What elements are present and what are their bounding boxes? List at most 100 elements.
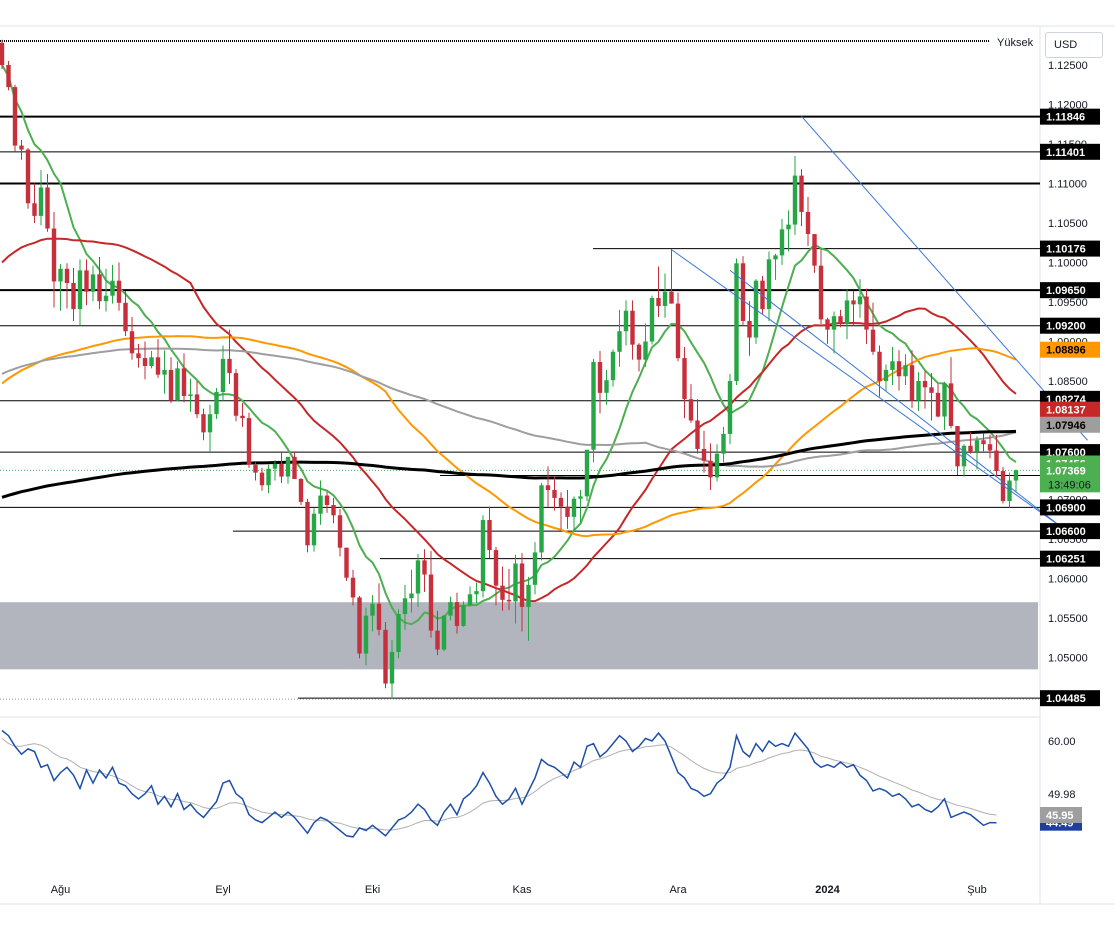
candle	[175, 361, 180, 402]
candle-body	[792, 175, 798, 225]
price-tick-label: 1.10000	[1048, 258, 1088, 270]
candle-body	[0, 42, 5, 65]
candle	[84, 259, 89, 306]
level-label-text: 1.09200	[1046, 321, 1086, 333]
candle	[539, 482, 544, 561]
level-price-label: 1.06251	[1040, 550, 1100, 567]
candle	[708, 443, 713, 491]
price-tick-label: 1.11000	[1048, 179, 1087, 191]
candle	[519, 553, 525, 632]
candle-body	[38, 187, 44, 216]
candle	[32, 183, 37, 223]
candle	[610, 349, 616, 387]
level-label-box	[1040, 282, 1100, 299]
time-tick-label: Şub	[967, 884, 987, 896]
moving-average-200	[1, 429, 1017, 499]
candle	[695, 399, 700, 454]
candle	[155, 339, 161, 378]
candle	[6, 61, 11, 91]
candle-body	[435, 630, 440, 650]
candle	[571, 496, 577, 532]
level-label-text: 1.11846	[1046, 112, 1085, 124]
trend-channel-line[interactable]	[671, 249, 1062, 528]
candle	[812, 234, 817, 273]
candle	[474, 582, 479, 603]
trend-channel-line[interactable]	[729, 270, 1062, 528]
candle-body	[396, 614, 401, 652]
time-tick-label: Eki	[365, 884, 380, 896]
candle-body	[526, 584, 531, 607]
candle	[480, 515, 486, 598]
candle	[831, 311, 837, 354]
price-tick-label: 1.09500	[1048, 297, 1088, 309]
price-tick-label: 1.10500	[1048, 218, 1088, 230]
candle	[220, 345, 226, 401]
candle	[0, 39, 5, 69]
candle-body	[649, 298, 655, 342]
candle-body	[422, 560, 427, 575]
candle	[942, 381, 947, 430]
candle-body	[110, 280, 115, 296]
candle-body	[688, 399, 694, 421]
candle	[981, 433, 986, 452]
candle-body	[994, 450, 999, 472]
trend-channel-line[interactable]	[801, 116, 1088, 441]
ma-label-box	[1040, 341, 1100, 358]
candle	[734, 258, 739, 385]
candle	[324, 491, 330, 513]
candle-body	[552, 490, 557, 498]
candle-body	[779, 229, 785, 256]
time-tick-label: Ağu	[51, 884, 71, 896]
candle-body	[32, 203, 37, 216]
candle-body	[240, 415, 245, 419]
candle	[389, 640, 395, 699]
candle	[58, 264, 63, 311]
currency-selector[interactable]: USD	[1045, 32, 1103, 58]
moving-average-100	[1, 347, 1017, 468]
candle-body	[84, 270, 89, 292]
candle	[740, 256, 746, 325]
candle	[38, 170, 44, 226]
candle-body	[838, 316, 843, 325]
candle-body	[344, 547, 349, 578]
time-tick-label: Eyl	[215, 884, 230, 896]
candle	[643, 323, 648, 367]
candle-body	[220, 358, 226, 393]
candle	[851, 290, 856, 325]
candle-body	[974, 440, 980, 452]
candle	[662, 273, 668, 318]
high-label: Yüksek	[994, 37, 1037, 49]
level-label-text: 1.06600	[1046, 526, 1086, 538]
candle	[123, 290, 128, 336]
candle	[552, 476, 557, 511]
candle	[591, 358, 596, 463]
candle	[532, 542, 538, 595]
time-tick-label: 2024	[815, 884, 840, 896]
candle-body	[922, 381, 928, 388]
osc-label-text: 45.95	[1046, 810, 1074, 822]
candle-body	[734, 263, 739, 381]
candle	[955, 426, 960, 476]
candle	[298, 478, 304, 506]
price-tick-label: 1.12000	[1048, 100, 1088, 112]
candle	[415, 554, 421, 607]
candle-body	[402, 598, 408, 615]
candle	[753, 279, 759, 344]
candle	[435, 610, 440, 656]
candle	[188, 378, 193, 412]
candle-body	[662, 291, 668, 306]
osc-tick-label: 60.00	[1048, 736, 1076, 748]
osc-label-box	[1040, 806, 1082, 823]
candle-body	[415, 560, 421, 594]
candle-body	[643, 341, 648, 360]
candle-body	[675, 303, 681, 359]
candle-body	[259, 472, 265, 486]
candle	[64, 263, 70, 309]
candle-body	[58, 268, 63, 282]
candle-body	[1007, 480, 1012, 502]
candle-body	[142, 358, 148, 366]
moving-average-30	[1, 237, 1017, 603]
candle-body	[513, 563, 518, 602]
candle	[792, 155, 798, 235]
